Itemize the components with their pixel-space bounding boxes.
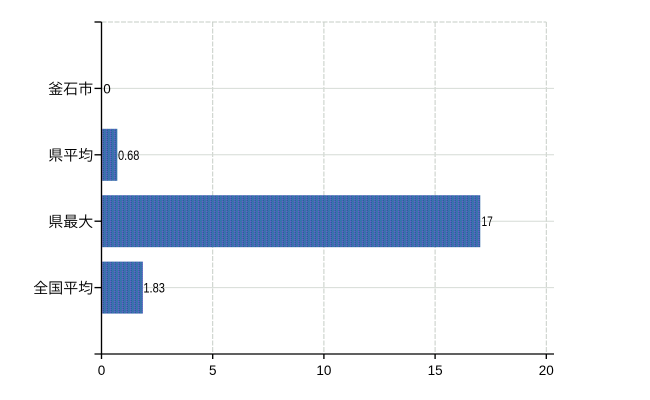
- svg-text:1.83: 1.83: [143, 281, 165, 296]
- svg-text:5: 5: [209, 363, 217, 378]
- svg-text:10: 10: [316, 363, 331, 378]
- svg-text:20: 20: [539, 363, 554, 378]
- svg-text:17: 17: [482, 214, 493, 229]
- svg-text:0.68: 0.68: [118, 148, 139, 163]
- svg-text:0: 0: [103, 81, 111, 96]
- svg-text:0: 0: [98, 363, 106, 378]
- svg-text:15: 15: [428, 363, 443, 378]
